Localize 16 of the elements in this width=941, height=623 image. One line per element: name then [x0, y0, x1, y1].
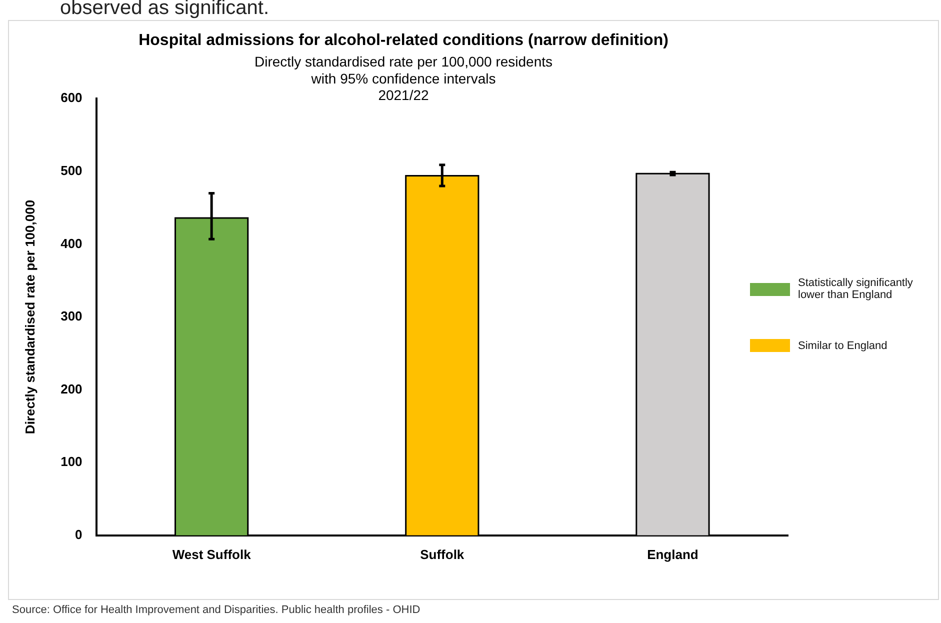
x-tick-label: England	[647, 546, 698, 562]
legend-label: Statistically significantly lower than England	[798, 277, 914, 301]
y-tick-label: 300	[60, 308, 82, 324]
chart-subtitle: Directly standardised rate per 100,000 residents with 95% confidence intervals 2021/22	[254, 53, 553, 104]
y-tick-label: 600	[60, 90, 82, 106]
y-tick-label: 0	[75, 526, 82, 542]
y-tick-label: 200	[60, 381, 82, 396]
x-tick-label: West Suffolk	[172, 546, 252, 562]
legend-label: Similar to England	[798, 340, 888, 352]
chart-title: Hospital admissions for alcohol-related conditions (narrow definition)	[138, 32, 668, 50]
x-tick-label: Suffolk	[420, 546, 465, 562]
y-tick-label: 400	[60, 236, 82, 251]
y-axis-title: Directly standardised rate per 100,000	[22, 200, 38, 434]
y-tick-label: 100	[60, 454, 82, 470]
source-note: Source: Office for Health Improvement and Disparities. Public health profiles - OHID	[12, 604, 420, 616]
y-tick-label: 500	[60, 162, 82, 178]
